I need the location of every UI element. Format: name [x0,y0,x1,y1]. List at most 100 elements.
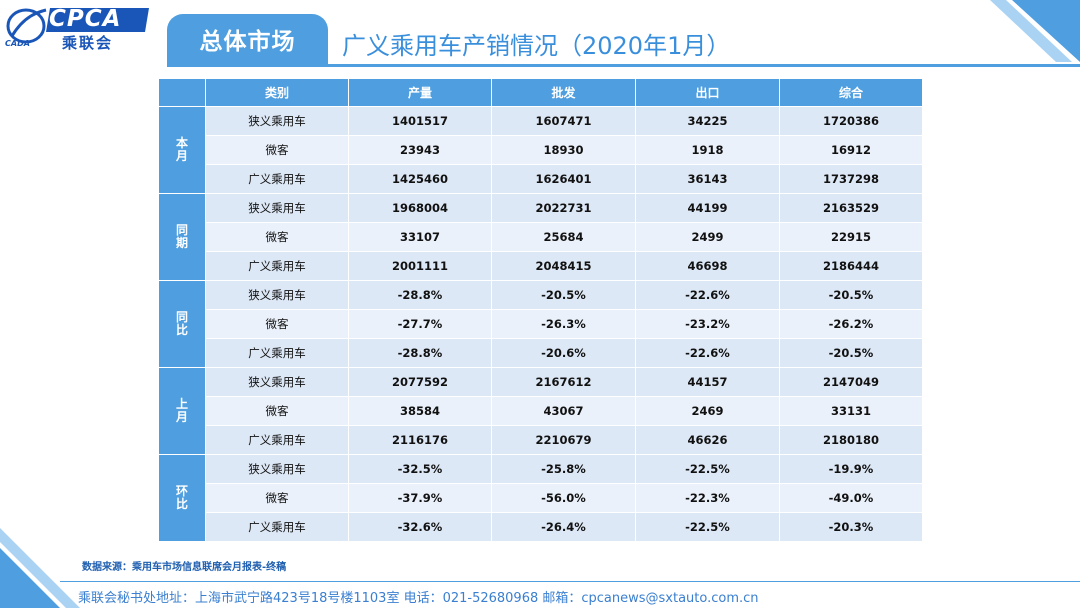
category-cell: 广义乘用车 [205,512,349,542]
category-cell: 狭义乘用车 [205,106,349,136]
group-label-char: 同 [175,310,188,324]
table-row: 微客 -37.9% -56.0% -22.3% -49.0% [159,483,923,513]
column-header: 产量 [348,78,492,107]
value-cell: 1918 [635,135,780,165]
table-row: 广义乘用车 2116176 2210679 46626 2180180 [159,425,923,455]
group-label-char: 期 [175,236,188,250]
value-cell: 36143 [635,164,780,194]
logo-subtext: CADA [5,39,30,48]
value-cell: -22.5% [635,454,780,484]
corner-decoration-bottom-left [0,528,80,608]
value-cell: 2116176 [348,425,492,455]
cpca-logo [6,8,149,44]
value-cell: -26.3% [491,309,636,339]
logo-text-cn: 乘联会 [62,34,114,52]
value-cell: 43067 [491,396,636,426]
sales-table: 类别 产量 批发 出口 综合 本月狭义乘用车 1401517 1607471 3422… [158,78,923,542]
table-row: 微客 23943 18930 1918 16912 [159,135,923,165]
value-cell: -27.7% [348,309,492,339]
value-cell: 2163529 [779,193,923,223]
value-cell: 2147049 [779,367,923,397]
value-cell: 2048415 [491,251,636,281]
group-label-char: 月 [175,410,188,424]
category-cell: 狭义乘用车 [205,454,349,484]
value-cell: 46626 [635,425,780,455]
source-note: 数据来源：乘用车市场信息联席会月报表-终稿 [82,562,287,573]
group-label: 同比 [158,280,206,368]
category-cell: 广义乘用车 [205,251,349,281]
value-cell: -49.0% [779,483,923,513]
table-row: 环比狭义乘用车 -32.5% -25.8% -22.5% -19.9% [158,454,923,542]
group-label-char: 比 [175,323,188,337]
table-row: 广义乘用车 -32.6% -26.4% -22.5% -20.3% [159,512,923,542]
value-cell: 1425460 [348,164,492,194]
footer-divider [60,581,1080,582]
value-cell: 44199 [635,193,780,223]
category-cell: 微客 [205,396,349,426]
value-cell: -20.5% [779,338,923,368]
column-header: 类别 [205,78,349,107]
table-row: 同期狭义乘用车 1968004 2022731 44199 2163529 [158,193,923,281]
category-cell: 广义乘用车 [205,425,349,455]
value-cell: -23.2% [635,309,780,339]
value-cell: 23943 [348,135,492,165]
table-row: 同比狭义乘用车 -28.8% -20.5% -22.6% -20.5% [158,280,923,368]
group-label-char: 同 [175,223,188,237]
category-cell: 微客 [205,483,349,513]
value-cell: -22.3% [635,483,780,513]
section-tab: 总体市场 [167,14,328,64]
category-cell: 广义乘用车 [205,338,349,368]
value-cell: 2499 [635,222,780,252]
value-cell: -56.0% [491,483,636,513]
value-cell: 22915 [779,222,923,252]
value-cell: 18930 [491,135,636,165]
value-cell: -37.9% [348,483,492,513]
corner-decoration-top-right [990,0,1080,62]
value-cell: 1626401 [491,164,636,194]
value-cell: 2186444 [779,251,923,281]
category-cell: 狭义乘用车 [205,367,349,397]
value-cell: 25684 [491,222,636,252]
value-cell: -20.3% [779,512,923,542]
header-divider [167,64,1080,67]
table-row: 微客 33107 25684 2499 22915 [159,222,923,252]
footer-contact: 乘联会秘书处地址：上海市武宁路423号18号楼1103室 电话：021-5268… [78,591,759,606]
value-cell: 2180180 [779,425,923,455]
column-header: 出口 [635,78,780,107]
value-cell: 44157 [635,367,780,397]
value-cell: -22.5% [635,512,780,542]
table-row: 广义乘用车 1425460 1626401 36143 1737298 [159,164,923,194]
group-label: 上月 [158,367,206,455]
value-cell: -20.5% [491,280,636,310]
value-cell: -32.6% [348,512,492,542]
table-header-row: 类别 产量 批发 出口 综合 [158,78,923,107]
table-row: 微客 -27.7% -26.3% -23.2% -26.2% [159,309,923,339]
value-cell: 1401517 [348,106,492,136]
value-cell: 16912 [779,135,923,165]
value-cell: -19.9% [779,454,923,484]
value-cell: 1607471 [491,106,636,136]
section-tab-label: 总体市场 [199,29,296,55]
header-blank [158,78,206,107]
value-cell: -26.4% [491,512,636,542]
table-row: 微客 38584 43067 2469 33131 [159,396,923,426]
group-label-char: 月 [175,149,188,163]
table-row: 广义乘用车 -28.8% -20.6% -22.6% -20.5% [159,338,923,368]
page-title: 广义乘用车产销情况（2020年1月） [342,32,731,60]
value-cell: 2210679 [491,425,636,455]
table-row: 上月狭义乘用车 2077592 2167612 44157 2147049 [158,367,923,455]
value-cell: 46698 [635,251,780,281]
group-label: 同期 [158,193,206,281]
group-label-char: 比 [175,497,188,511]
value-cell: 2001111 [348,251,492,281]
value-cell: 33107 [348,222,492,252]
value-cell: 1720386 [779,106,923,136]
group-label-char: 环 [175,484,188,498]
value-cell: -26.2% [779,309,923,339]
value-cell: -22.6% [635,280,780,310]
value-cell: 2022731 [491,193,636,223]
value-cell: -32.5% [348,454,492,484]
value-cell: -25.8% [491,454,636,484]
group-label-char: 本 [175,136,188,150]
value-cell: 1737298 [779,164,923,194]
